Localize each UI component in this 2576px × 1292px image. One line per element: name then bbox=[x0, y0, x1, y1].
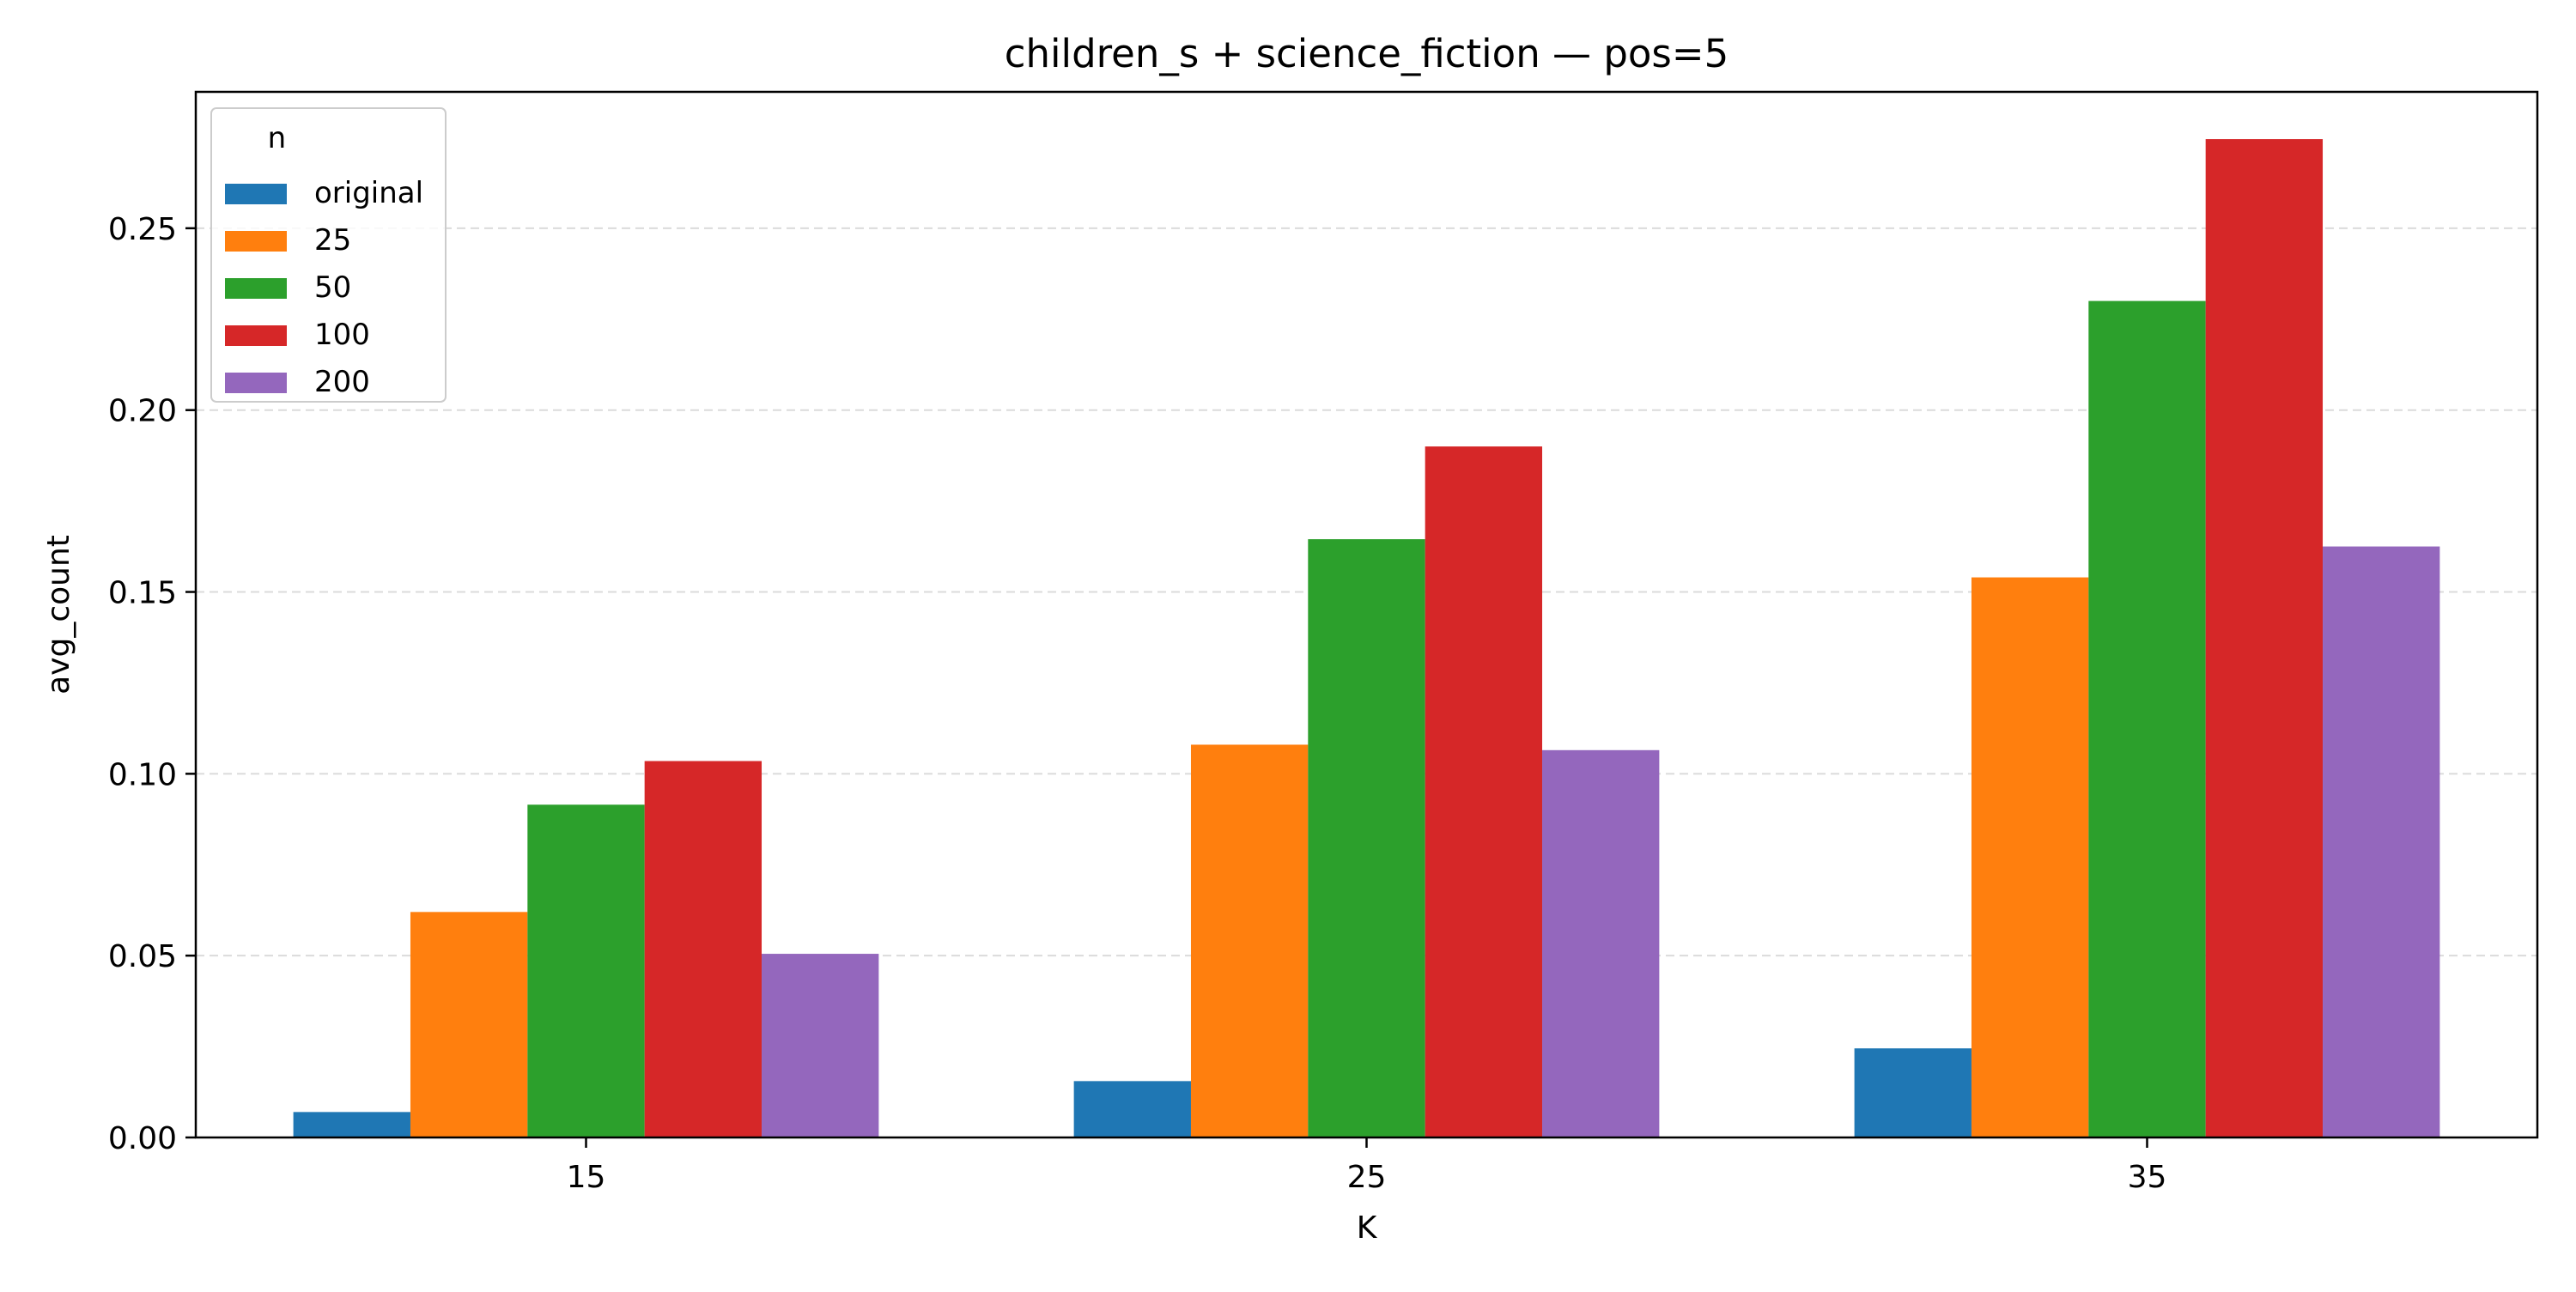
legend-entry: 200 bbox=[314, 365, 370, 399]
x-tick-label: 35 bbox=[2128, 1160, 2167, 1195]
y-axis: 0.00 0.05 0.10 0.15 0.20 0.25 bbox=[108, 212, 196, 1156]
bar-100-K15 bbox=[644, 761, 762, 1137]
y-tick-label: 0.05 bbox=[108, 939, 177, 974]
bars-layer bbox=[293, 139, 2440, 1138]
chart-title: children_s + science_fiction — pos=5 bbox=[1005, 31, 1728, 76]
bar-25-K35 bbox=[1971, 577, 2089, 1137]
x-tick-label: 15 bbox=[567, 1160, 606, 1195]
y-tick-label: 0.10 bbox=[108, 757, 177, 792]
bar-50-K15 bbox=[527, 804, 645, 1137]
legend-entry: 25 bbox=[314, 223, 351, 258]
y-tick-label: 0.20 bbox=[108, 394, 177, 429]
y-tick-label: 0.25 bbox=[108, 212, 177, 247]
bar-200-K15 bbox=[762, 954, 879, 1137]
legend-swatch bbox=[225, 184, 287, 204]
legend-title: n bbox=[268, 121, 287, 155]
legend-swatch bbox=[225, 231, 287, 252]
y-tick-label: 0.00 bbox=[108, 1121, 177, 1156]
x-axis-label: K bbox=[1357, 1210, 1378, 1246]
bar-100-K25 bbox=[1425, 446, 1543, 1137]
bar-200-K35 bbox=[2323, 546, 2440, 1137]
x-axis: 15 25 35 bbox=[567, 1137, 2167, 1195]
legend-swatch bbox=[225, 278, 287, 299]
legend: n original 25 50 100 200 bbox=[210, 107, 447, 403]
bar-original-K25 bbox=[1073, 1081, 1191, 1137]
legend-entry: 100 bbox=[314, 318, 370, 352]
bar-200-K25 bbox=[1542, 749, 1660, 1137]
y-tick-label: 0.15 bbox=[108, 576, 177, 611]
bar-original-K35 bbox=[1854, 1048, 1971, 1137]
x-tick-label: 25 bbox=[1347, 1160, 1387, 1195]
legend-swatch bbox=[225, 325, 287, 346]
legend-entry: original bbox=[314, 176, 423, 210]
legend-entry: 50 bbox=[314, 270, 351, 305]
bar-50-K25 bbox=[1308, 539, 1425, 1137]
bar-25-K15 bbox=[410, 912, 528, 1137]
legend-swatch bbox=[225, 373, 287, 393]
bar-100-K35 bbox=[2205, 139, 2324, 1137]
bar-25-K25 bbox=[1190, 744, 1309, 1137]
bar-50-K35 bbox=[2088, 300, 2206, 1138]
y-axis-label: avg_count bbox=[41, 535, 76, 695]
bar-original-K15 bbox=[293, 1112, 410, 1137]
